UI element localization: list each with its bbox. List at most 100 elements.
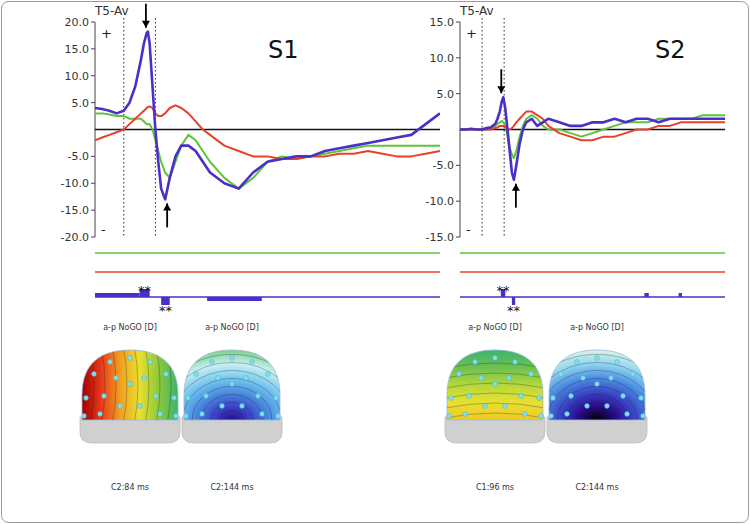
stat-row [460,271,725,273]
contour [538,370,656,469]
electrode [605,404,610,409]
electrode [266,372,271,377]
electrode [260,412,265,417]
electrode [595,382,600,387]
electrode [138,404,143,409]
electrode [539,414,544,419]
electrode [559,372,564,377]
electrode [575,360,580,365]
erp-line [95,105,440,159]
arrow-head [163,203,171,210]
contour [221,410,244,429]
electrode [565,412,570,417]
electrode [158,412,163,417]
contours [500,338,694,501]
electrode [641,414,646,419]
contour [211,402,253,437]
electrode [473,360,478,365]
y-tick [91,48,95,49]
map-label: a-p NoGO [D] [468,323,522,332]
electrode [523,412,528,417]
head-base [547,417,647,443]
electrode [615,360,620,365]
contour [567,394,628,445]
y-tick-label: -15.0 [61,204,89,217]
electrode [276,414,281,419]
electrode [164,372,169,377]
electrode [467,394,472,399]
contour [500,338,694,501]
significance-label: ** [497,283,511,298]
map-caption: C2:144 ms [575,483,618,492]
electrode [102,394,107,399]
electrode [457,372,462,377]
head-base [445,417,545,443]
y-tick-label: 5.0 [437,88,455,101]
y-tick-label: 5.0 [72,97,90,110]
y-tick [456,22,460,23]
electrode [463,412,468,417]
electrode [581,376,586,381]
y-tick-label: -10.0 [426,195,454,208]
y-tick [456,165,460,166]
electrode [84,396,89,401]
panel-title: S2 [655,36,686,64]
electrode [569,394,574,399]
topomap [445,350,545,443]
electrode [108,360,113,365]
y-tick [456,57,460,58]
contour [90,345,94,425]
contours [90,345,182,425]
contour [173,370,291,469]
electrode [210,360,215,365]
y-axis-label: T5-Av [459,4,494,18]
electrode [172,396,177,401]
erp-line [460,97,725,179]
contour [112,345,116,425]
contour [557,386,637,453]
electrode [274,396,279,401]
y-tick [91,183,95,184]
contour [135,338,329,501]
panel: S2T5-Av15.010.05.0-5.0-10.0-15.0+-****a-… [426,4,725,502]
y-tick [91,210,95,211]
electrode [250,360,255,365]
electrode [128,382,133,387]
y-tick-label: 15.0 [430,16,455,29]
y-tick [91,22,95,23]
head-dome [447,350,543,420]
contours [445,363,545,418]
contour [576,402,618,437]
y-tick-label: -15.0 [426,231,454,244]
electrode [174,414,179,419]
electrode [82,414,87,419]
y-tick-label: -10.0 [61,177,89,190]
erp-line [95,32,440,200]
contour [178,345,182,425]
y-tick [91,237,95,238]
y-tick-label: -5.0 [433,159,454,172]
arrow-head [512,184,520,191]
y-tick-label: -20.0 [61,231,89,244]
electrode [447,414,452,419]
erp-line [95,113,440,188]
electrode [240,404,245,409]
electrode [230,356,235,361]
electrode [507,376,512,381]
y-tick [456,93,460,94]
figure: S1T5-Av20.015.010.05.0-5.0-10.0-15.0-20.… [0,0,750,524]
electrode [639,396,644,401]
electrode [585,404,590,409]
arrow-head [142,21,150,28]
contour [164,362,301,477]
contour [445,403,545,408]
electrode [595,356,600,361]
panel-title: S1 [268,36,299,64]
contour [519,354,675,485]
series-group [460,97,725,179]
y-tick-label: 10.0 [430,52,455,65]
baseline [460,129,725,130]
polarity-mark: + [466,26,477,41]
electrode [244,376,249,381]
contour [586,410,609,429]
